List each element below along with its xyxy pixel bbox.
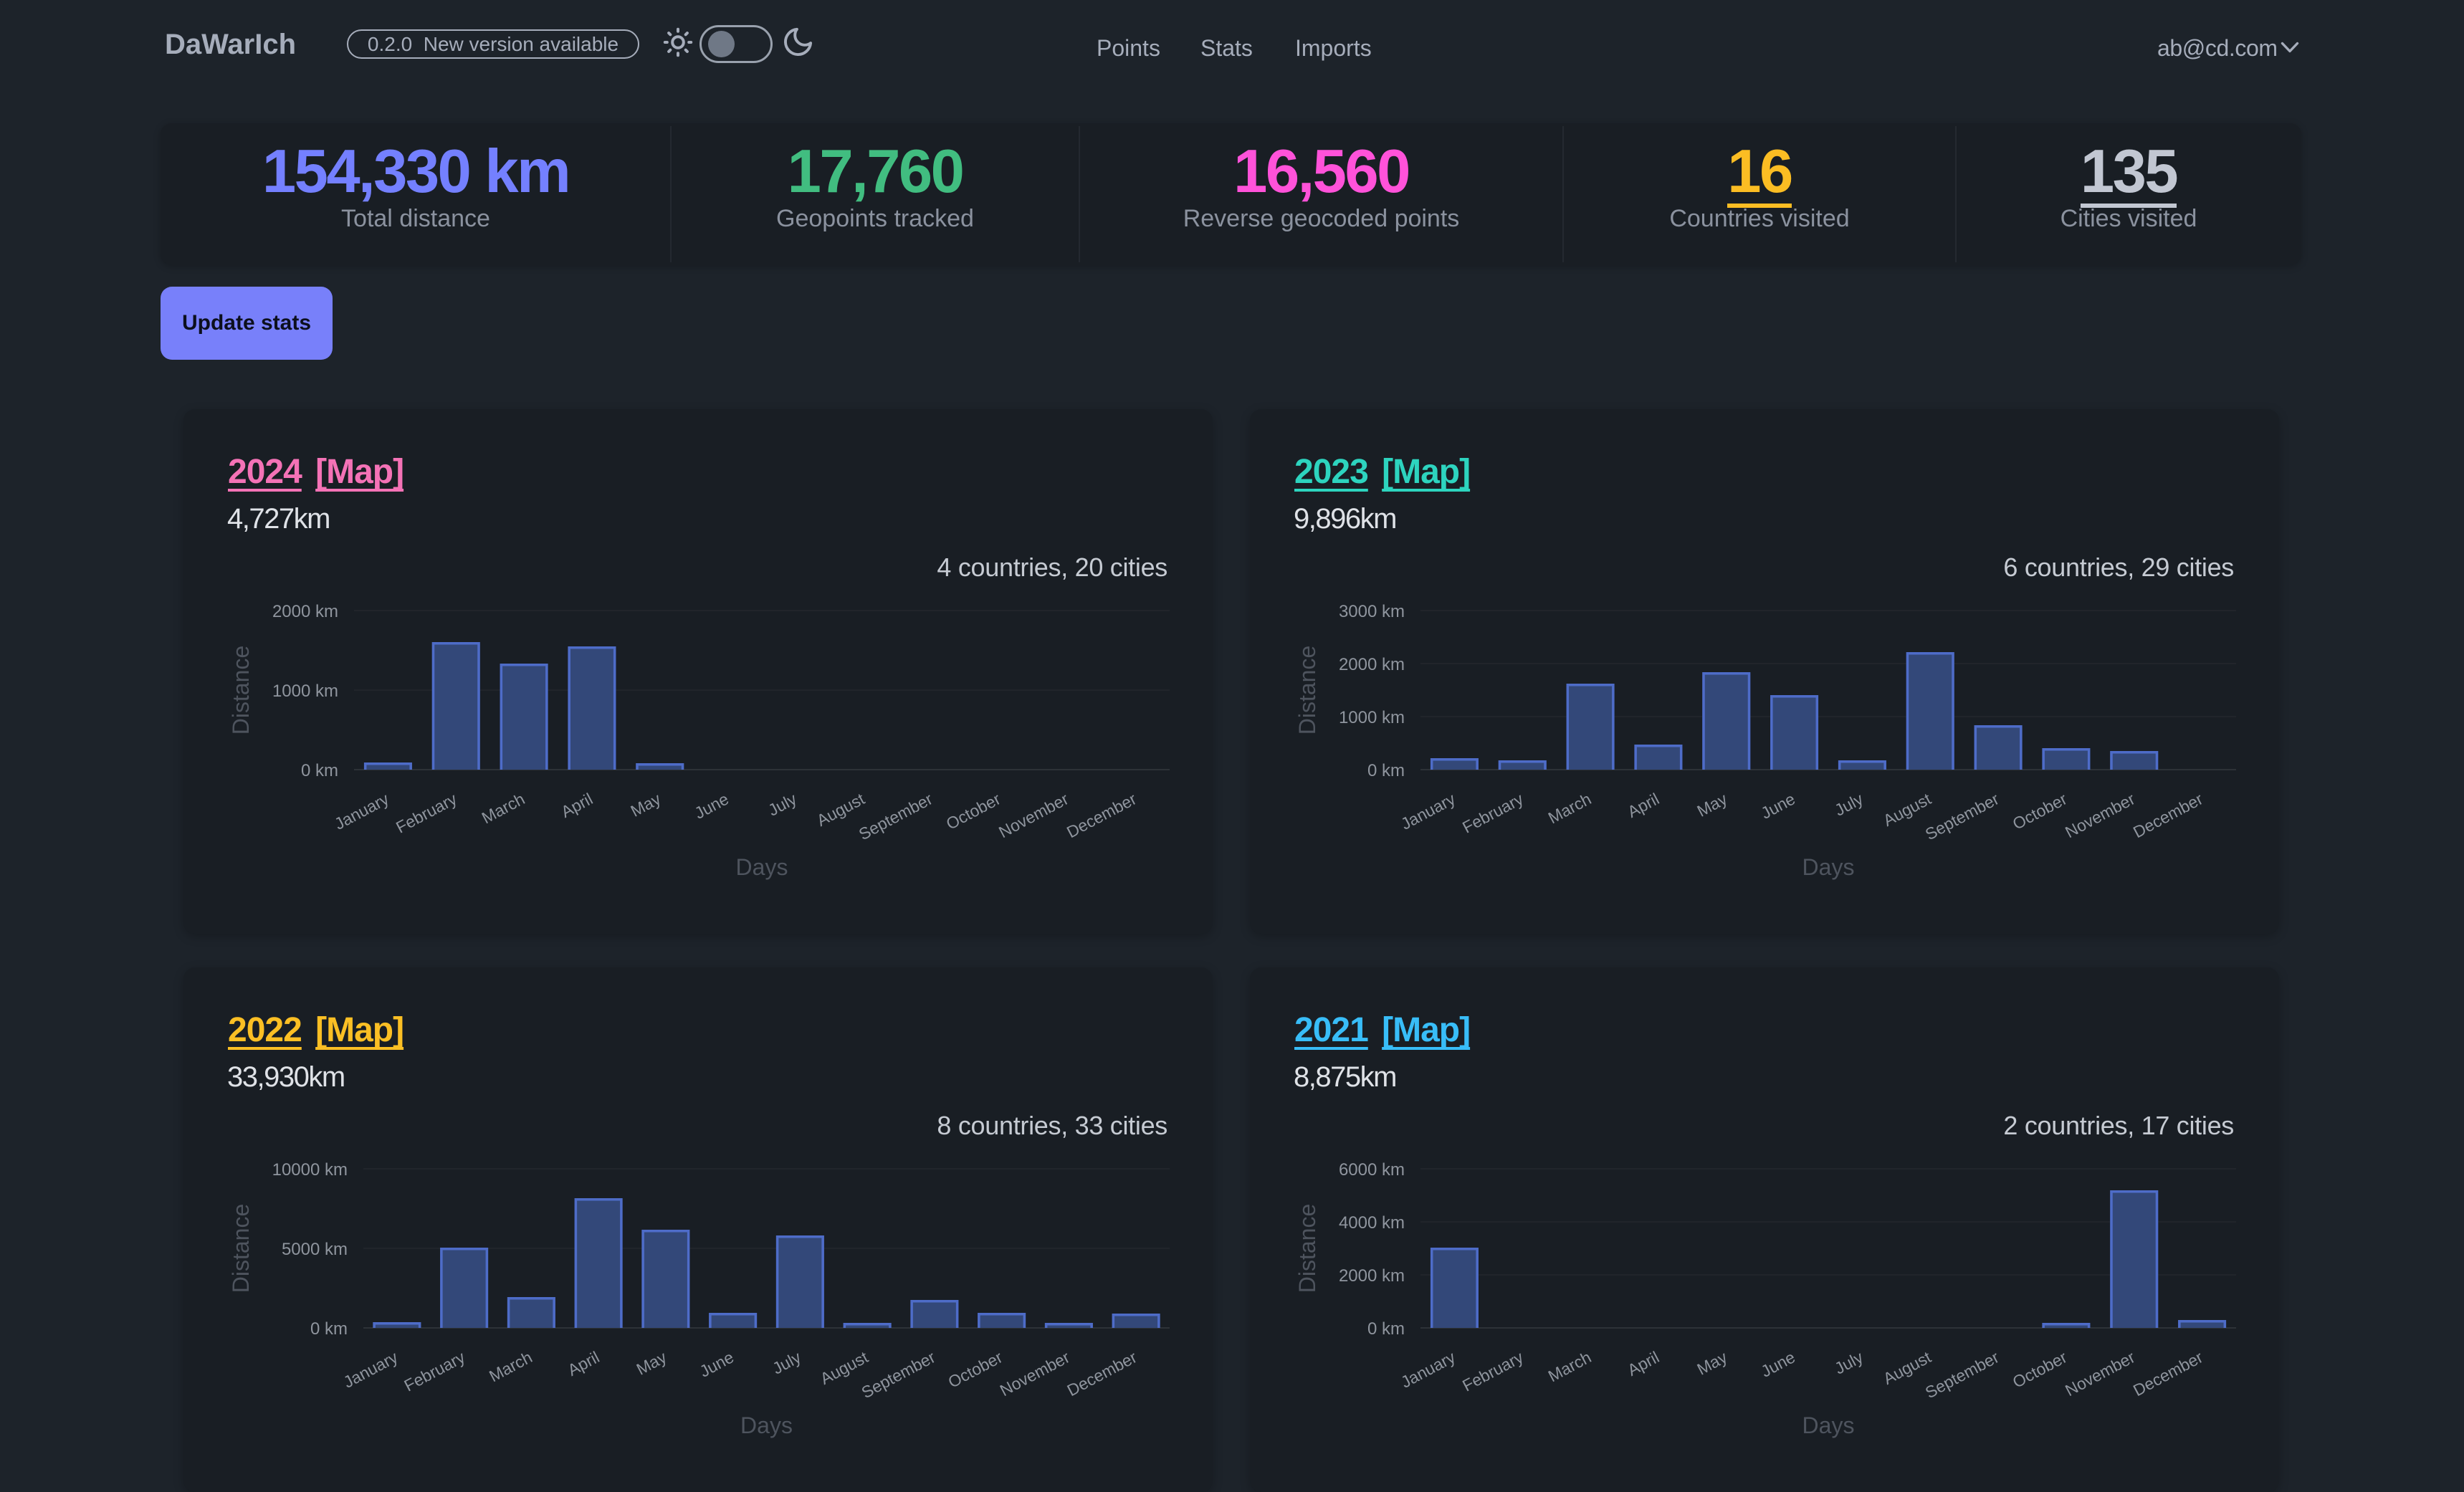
svg-text:Distance: Distance bbox=[228, 646, 254, 735]
svg-text:July: July bbox=[1831, 789, 1866, 819]
svg-text:November: November bbox=[2062, 1347, 2138, 1400]
svg-text:June: June bbox=[1758, 789, 1798, 822]
svg-text:June: June bbox=[697, 1347, 737, 1380]
svg-text:May: May bbox=[1694, 789, 1731, 821]
svg-text:February: February bbox=[393, 789, 460, 836]
svg-text:August: August bbox=[1880, 789, 1934, 830]
svg-text:March: March bbox=[486, 1347, 535, 1385]
svg-text:October: October bbox=[2010, 789, 2071, 833]
svg-text:September: September bbox=[856, 789, 936, 843]
svg-text:Days: Days bbox=[1802, 854, 1855, 880]
svg-text:Distance: Distance bbox=[1294, 1204, 1320, 1293]
svg-text:December: December bbox=[2130, 789, 2206, 841]
svg-text:September: September bbox=[1922, 789, 2002, 843]
svg-text:February: February bbox=[1459, 789, 1527, 836]
svg-text:April: April bbox=[1624, 1347, 1662, 1379]
svg-text:November: November bbox=[2062, 789, 2138, 841]
svg-text:4000 km: 4000 km bbox=[1339, 1213, 1405, 1233]
svg-text:May: May bbox=[628, 789, 664, 821]
svg-text:November: November bbox=[997, 1347, 1073, 1400]
svg-text:0 km: 0 km bbox=[1367, 1319, 1405, 1339]
svg-text:March: March bbox=[1545, 789, 1595, 827]
svg-text:June: June bbox=[692, 789, 732, 822]
svg-text:February: February bbox=[1459, 1347, 1527, 1395]
svg-text:January: January bbox=[331, 789, 392, 833]
svg-text:Days: Days bbox=[736, 854, 788, 880]
svg-text:Distance: Distance bbox=[228, 1204, 254, 1293]
svg-text:10000 km: 10000 km bbox=[272, 1160, 348, 1180]
svg-text:December: December bbox=[1064, 789, 1140, 841]
svg-text:September: September bbox=[1922, 1347, 2002, 1402]
svg-text:January: January bbox=[1398, 1347, 1458, 1392]
svg-text:July: July bbox=[765, 789, 800, 819]
svg-text:0 km: 0 km bbox=[1367, 761, 1405, 780]
svg-text:March: March bbox=[1545, 1347, 1595, 1385]
svg-text:August: August bbox=[813, 789, 868, 830]
svg-text:December: December bbox=[2130, 1347, 2206, 1400]
svg-text:Days: Days bbox=[1802, 1412, 1855, 1438]
svg-text:October: October bbox=[2010, 1347, 2071, 1392]
svg-text:October: October bbox=[943, 789, 1004, 833]
svg-text:5000 km: 5000 km bbox=[282, 1240, 348, 1259]
svg-text:June: June bbox=[1758, 1347, 1798, 1380]
svg-text:December: December bbox=[1064, 1347, 1140, 1400]
svg-text:January: January bbox=[1398, 789, 1458, 833]
svg-text:May: May bbox=[634, 1347, 670, 1379]
svg-text:3000 km: 3000 km bbox=[1339, 602, 1405, 621]
svg-text:February: February bbox=[401, 1347, 468, 1395]
svg-text:July: July bbox=[769, 1347, 804, 1377]
svg-text:2000 km: 2000 km bbox=[1339, 1266, 1405, 1286]
svg-text:April: April bbox=[565, 1347, 603, 1379]
svg-text:0 km: 0 km bbox=[310, 1319, 348, 1339]
svg-text:July: July bbox=[1831, 1347, 1866, 1377]
svg-text:2000 km: 2000 km bbox=[272, 602, 338, 621]
svg-text:2000 km: 2000 km bbox=[1339, 655, 1405, 674]
svg-text:Distance: Distance bbox=[1294, 646, 1320, 735]
svg-text:1000 km: 1000 km bbox=[272, 682, 338, 701]
svg-text:March: March bbox=[479, 789, 528, 827]
svg-text:April: April bbox=[1624, 789, 1662, 821]
svg-text:May: May bbox=[1694, 1347, 1731, 1379]
svg-text:August: August bbox=[1880, 1347, 1934, 1388]
svg-text:November: November bbox=[995, 789, 1071, 841]
svg-text:October: October bbox=[945, 1347, 1006, 1392]
svg-text:January: January bbox=[340, 1347, 401, 1392]
svg-text:Days: Days bbox=[740, 1412, 793, 1438]
svg-text:6000 km: 6000 km bbox=[1339, 1160, 1405, 1180]
svg-text:1000 km: 1000 km bbox=[1339, 708, 1405, 727]
svg-text:April: April bbox=[558, 789, 596, 821]
svg-text:September: September bbox=[859, 1347, 939, 1402]
svg-text:0 km: 0 km bbox=[301, 761, 338, 780]
